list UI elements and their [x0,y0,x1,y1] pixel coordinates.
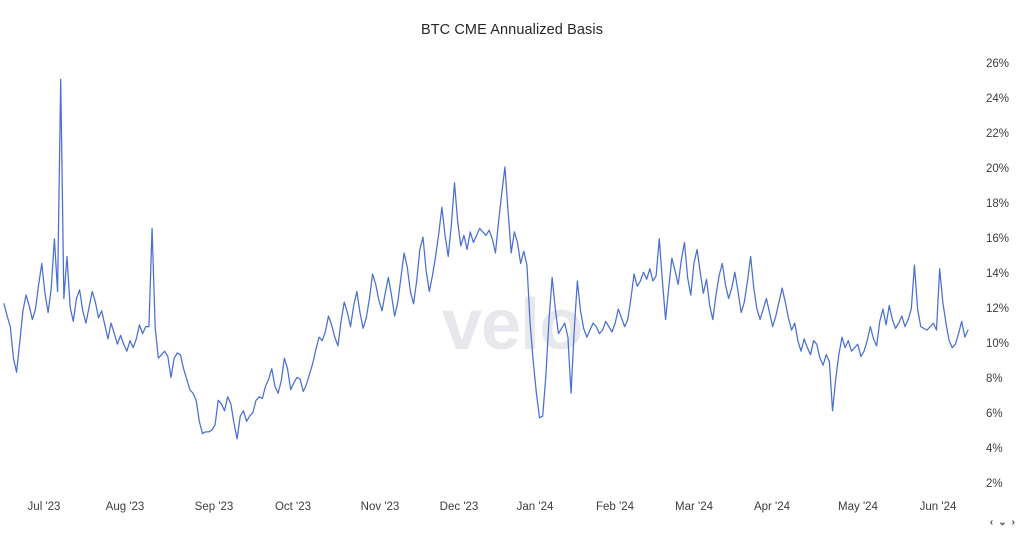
chevron-down-icon[interactable]: ⌄ [998,517,1007,528]
y-axis-tick-label: 14% [986,268,1010,280]
y-axis-tick-label: 10% [986,338,1010,351]
y-axis-tick-label: 6% [986,408,1003,421]
y-axis: 26% 24% 22% 20% 18% 16% 14% 12% 10% 8% 6% 4% 2% [972,46,1024,502]
y-axis-tick-label: 18% [986,197,1010,210]
y-axis-tick-label: 12% [986,303,1010,316]
x-axis-tick-label: Jan '24 [516,501,554,513]
x-axis-tick-label: Jul '23 [27,501,61,513]
x-axis-tick-label: Apr '24 [753,501,791,513]
y-axis-tick-label: 20% [986,162,1010,175]
x-axis-tick-label: Aug '23 [105,501,145,513]
y-axis-tick-label: 26% [986,57,1010,70]
x-axis-tick-label: Dec '23 [439,501,479,513]
y-axis-tick-label: 22% [986,127,1010,140]
x-axis-tick-label: Jun '24 [919,501,957,513]
x-axis-tick-label: Feb '24 [596,501,634,513]
chevron-right-icon[interactable]: › [1011,517,1015,528]
plot-area[interactable]: velo [0,46,972,502]
chart-navigation-controls[interactable]: ‹ ⌄ › [989,517,1016,528]
x-axis-tick-label: Nov '23 [360,501,400,513]
y-axis-tick-label: 2% [986,478,1003,491]
chevron-left-icon[interactable]: ‹ [989,517,994,528]
x-axis-tick-label: May '24 [838,501,878,513]
y-axis-tick-label: 8% [986,373,1003,386]
x-axis-tick-label: Mar '24 [675,501,713,513]
chart-title: BTC CME Annualized Basis [420,22,604,38]
x-axis: Jul '23 Aug '23 Sep '23 Oct '23 Nov '23 Dec '… [0,498,972,522]
y-axis-tick-label: 4% [986,443,1003,456]
y-axis-tick-label: 24% [986,92,1010,105]
series-btc-cme-annualized-basis [3,78,969,440]
y-axis-tick-label: 16% [986,232,1010,245]
x-axis-tick-label: Sep '23 [194,501,234,513]
x-axis-tick-label: Oct '23 [274,501,312,513]
series-line-chart [3,78,969,440]
